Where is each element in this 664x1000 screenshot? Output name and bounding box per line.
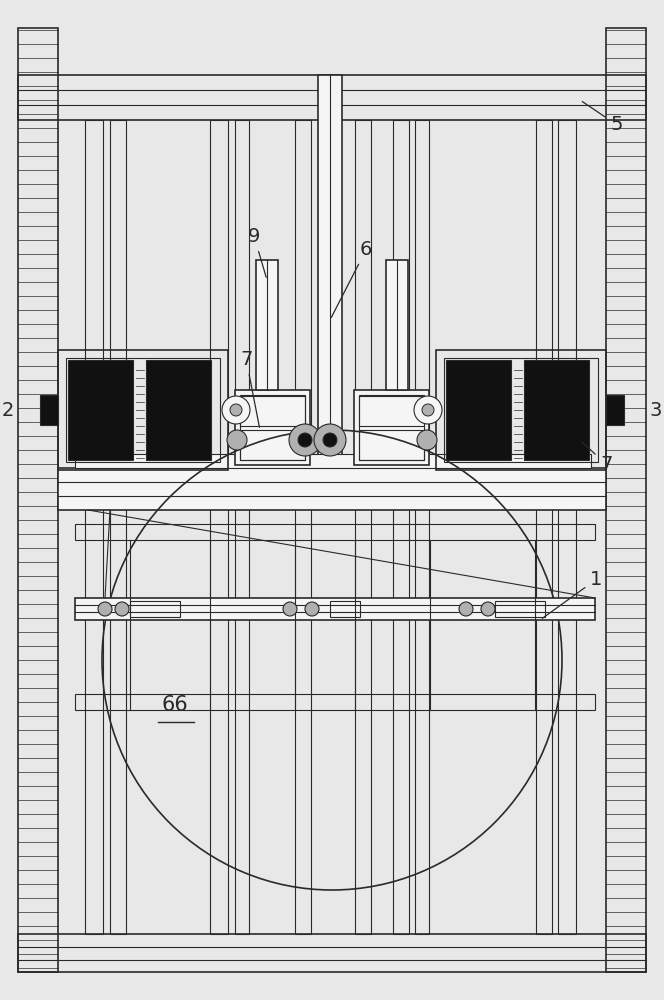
Bar bbox=[240, 396, 305, 426]
Bar bbox=[40, 395, 58, 425]
Circle shape bbox=[323, 433, 337, 447]
Bar bbox=[240, 395, 305, 460]
Bar bbox=[495, 601, 545, 617]
Bar bbox=[256, 260, 278, 390]
Circle shape bbox=[298, 433, 312, 447]
Bar bbox=[536, 120, 552, 934]
Bar bbox=[130, 601, 180, 617]
Bar bbox=[18, 28, 58, 972]
Bar bbox=[446, 360, 511, 460]
Bar bbox=[235, 390, 310, 465]
Bar bbox=[85, 120, 103, 934]
Bar bbox=[75, 454, 591, 468]
Circle shape bbox=[414, 396, 442, 424]
Text: 2: 2 bbox=[2, 400, 14, 420]
Bar bbox=[235, 120, 249, 934]
Circle shape bbox=[230, 404, 242, 416]
Bar bbox=[436, 350, 606, 470]
Bar bbox=[330, 601, 360, 617]
Bar bbox=[75, 694, 595, 710]
Bar bbox=[524, 360, 589, 460]
Bar bbox=[558, 120, 576, 934]
Bar bbox=[68, 360, 133, 460]
Bar bbox=[110, 120, 126, 934]
Bar bbox=[355, 120, 371, 934]
Text: 1: 1 bbox=[542, 570, 602, 618]
Bar bbox=[240, 430, 305, 460]
Bar bbox=[386, 260, 408, 390]
Bar bbox=[606, 395, 624, 425]
Circle shape bbox=[98, 602, 112, 616]
Bar bbox=[18, 934, 646, 972]
Text: 9: 9 bbox=[248, 227, 266, 277]
Circle shape bbox=[283, 602, 297, 616]
Circle shape bbox=[314, 424, 346, 456]
Bar bbox=[58, 350, 228, 470]
Bar bbox=[66, 358, 220, 462]
Bar bbox=[75, 598, 595, 620]
Bar bbox=[146, 360, 211, 460]
Circle shape bbox=[422, 404, 434, 416]
Bar bbox=[415, 120, 429, 934]
Circle shape bbox=[115, 602, 129, 616]
Circle shape bbox=[222, 396, 250, 424]
Bar bbox=[58, 468, 606, 510]
Circle shape bbox=[289, 424, 321, 456]
Circle shape bbox=[481, 602, 495, 616]
Bar bbox=[359, 395, 424, 460]
Circle shape bbox=[417, 430, 437, 450]
Circle shape bbox=[459, 602, 473, 616]
Circle shape bbox=[305, 602, 319, 616]
Bar bbox=[359, 430, 424, 460]
Bar bbox=[606, 28, 646, 972]
Text: 5: 5 bbox=[582, 102, 623, 134]
Bar bbox=[318, 75, 342, 500]
Bar bbox=[75, 524, 595, 540]
Text: 7: 7 bbox=[240, 350, 260, 427]
Text: 6: 6 bbox=[331, 240, 373, 318]
Text: 7: 7 bbox=[582, 442, 612, 474]
Bar bbox=[444, 358, 598, 462]
Text: 3: 3 bbox=[650, 400, 662, 420]
Bar bbox=[18, 75, 646, 120]
Bar bbox=[210, 120, 228, 934]
Bar bbox=[354, 390, 429, 465]
Bar bbox=[295, 120, 311, 934]
Bar bbox=[393, 120, 409, 934]
Circle shape bbox=[227, 430, 247, 450]
Text: 66: 66 bbox=[161, 695, 189, 715]
Bar bbox=[359, 396, 424, 426]
